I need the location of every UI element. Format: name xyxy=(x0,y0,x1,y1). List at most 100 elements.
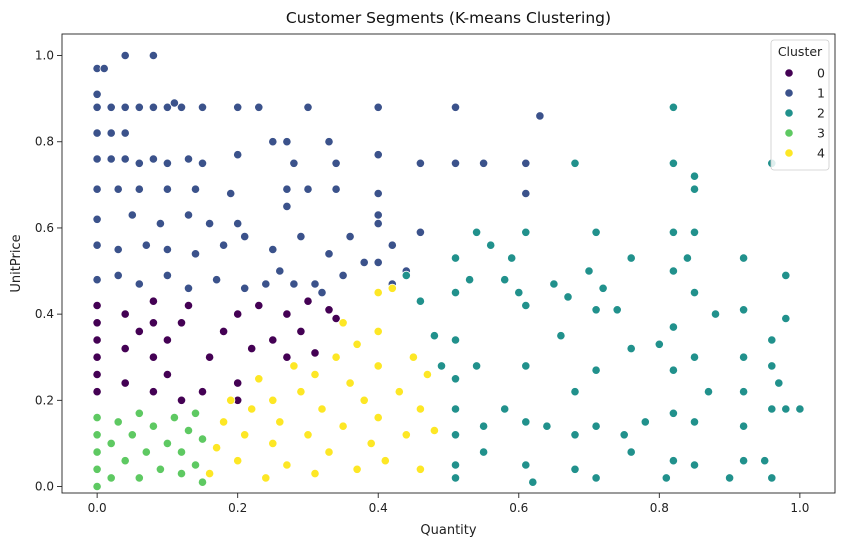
data-point-cluster-2 xyxy=(507,253,517,263)
data-point-cluster-3 xyxy=(92,412,102,423)
data-point-cluster-2 xyxy=(450,430,461,440)
data-point-cluster-1 xyxy=(338,270,348,280)
data-point-cluster-1 xyxy=(134,158,144,168)
y-axis-label: UnitPrice xyxy=(9,234,24,292)
data-point-cluster-2 xyxy=(570,464,580,474)
points-layer xyxy=(92,50,805,492)
data-point-cluster-1 xyxy=(155,219,165,229)
data-point-cluster-3 xyxy=(92,447,102,457)
data-point-cluster-2 xyxy=(668,158,679,168)
data-point-cluster-0 xyxy=(205,352,215,362)
data-point-cluster-2 xyxy=(689,460,700,470)
data-point-cluster-1 xyxy=(324,137,334,147)
data-point-cluster-2 xyxy=(738,352,749,362)
data-point-cluster-2 xyxy=(767,335,777,345)
data-point-cluster-2 xyxy=(570,158,580,168)
data-point-cluster-4 xyxy=(268,438,278,448)
data-point-cluster-2 xyxy=(500,275,510,285)
data-point-cluster-1 xyxy=(92,154,102,164)
data-point-cluster-2 xyxy=(521,300,531,311)
data-point-cluster-1 xyxy=(233,150,243,160)
data-point-cluster-2 xyxy=(521,361,531,371)
data-point-cluster-1 xyxy=(190,249,201,259)
data-point-cluster-1 xyxy=(282,184,292,194)
data-point-cluster-4 xyxy=(310,468,320,479)
data-point-cluster-0 xyxy=(162,335,172,345)
data-point-cluster-1 xyxy=(148,102,158,112)
data-point-cluster-1 xyxy=(113,184,123,194)
legend-label-3: 3 xyxy=(817,126,825,141)
data-point-cluster-2 xyxy=(626,447,636,457)
data-point-cluster-1 xyxy=(268,137,278,147)
data-point-cluster-2 xyxy=(668,102,679,112)
data-point-cluster-0 xyxy=(92,352,102,362)
data-point-cluster-1 xyxy=(134,279,144,289)
data-point-cluster-2 xyxy=(640,417,650,427)
data-point-cluster-4 xyxy=(422,369,432,380)
data-point-cluster-3 xyxy=(176,468,187,479)
data-point-cluster-1 xyxy=(212,275,222,285)
data-point-cluster-3 xyxy=(92,481,102,492)
data-point-cluster-0 xyxy=(148,318,158,328)
data-point-cluster-1 xyxy=(359,257,369,267)
data-point-cluster-4 xyxy=(352,339,362,349)
data-point-cluster-1 xyxy=(92,184,102,194)
data-point-cluster-4 xyxy=(240,430,250,440)
data-point-cluster-3 xyxy=(127,430,137,440)
data-point-cluster-1 xyxy=(303,102,313,112)
data-point-cluster-1 xyxy=(240,283,250,293)
data-point-cluster-1 xyxy=(148,50,158,61)
data-point-cluster-3 xyxy=(190,408,201,418)
data-point-cluster-4 xyxy=(303,430,313,440)
data-point-cluster-2 xyxy=(738,305,749,315)
data-point-cluster-4 xyxy=(219,417,229,427)
data-point-cluster-1 xyxy=(162,158,172,168)
legend: Cluster 0 1 2 3 4 xyxy=(770,39,830,171)
data-point-cluster-2 xyxy=(556,331,566,341)
data-point-cluster-4 xyxy=(310,369,320,380)
data-point-cluster-2 xyxy=(795,404,805,414)
data-point-cluster-2 xyxy=(436,361,447,371)
data-point-cluster-0 xyxy=(324,305,334,315)
data-point-cluster-2 xyxy=(738,421,749,431)
data-point-cluster-1 xyxy=(282,137,292,147)
data-point-cluster-0 xyxy=(247,343,257,354)
data-point-cluster-1 xyxy=(120,50,130,61)
data-point-cluster-1 xyxy=(450,158,461,168)
data-point-cluster-3 xyxy=(120,456,130,466)
data-point-cluster-3 xyxy=(155,464,165,474)
data-point-cluster-2 xyxy=(591,305,601,315)
legend-label-1: 1 xyxy=(817,86,825,101)
y-tick-label: 0.6 xyxy=(35,221,54,235)
data-point-cluster-1 xyxy=(345,232,355,242)
data-point-cluster-1 xyxy=(148,154,158,164)
data-point-cluster-0 xyxy=(219,326,229,336)
data-point-cluster-1 xyxy=(310,279,320,289)
data-point-cluster-4 xyxy=(226,395,236,405)
y-tick-label: 0.4 xyxy=(35,307,54,321)
data-point-cluster-1 xyxy=(120,128,130,138)
data-point-cluster-2 xyxy=(619,430,629,440)
data-point-cluster-0 xyxy=(148,352,158,362)
data-point-cluster-4 xyxy=(380,456,390,466)
data-point-cluster-2 xyxy=(668,456,679,466)
data-point-cluster-4 xyxy=(373,287,383,298)
data-point-cluster-1 xyxy=(317,287,327,298)
data-point-cluster-0 xyxy=(176,318,187,328)
data-point-cluster-0 xyxy=(254,300,264,311)
x-tick-label: 0.8 xyxy=(650,501,669,515)
data-point-cluster-2 xyxy=(471,361,482,371)
data-point-cluster-1 xyxy=(92,128,102,138)
data-point-cluster-1 xyxy=(296,232,306,242)
plot-frame xyxy=(61,33,836,494)
data-point-cluster-1 xyxy=(162,184,172,194)
data-point-cluster-0 xyxy=(176,395,187,405)
data-point-cluster-4 xyxy=(268,395,278,405)
data-point-cluster-1 xyxy=(120,102,130,112)
data-point-cluster-2 xyxy=(689,184,700,194)
y-tick-label: 0.8 xyxy=(35,135,54,149)
data-point-cluster-1 xyxy=(134,184,144,194)
data-point-cluster-2 xyxy=(774,378,784,388)
data-point-cluster-1 xyxy=(183,154,194,164)
